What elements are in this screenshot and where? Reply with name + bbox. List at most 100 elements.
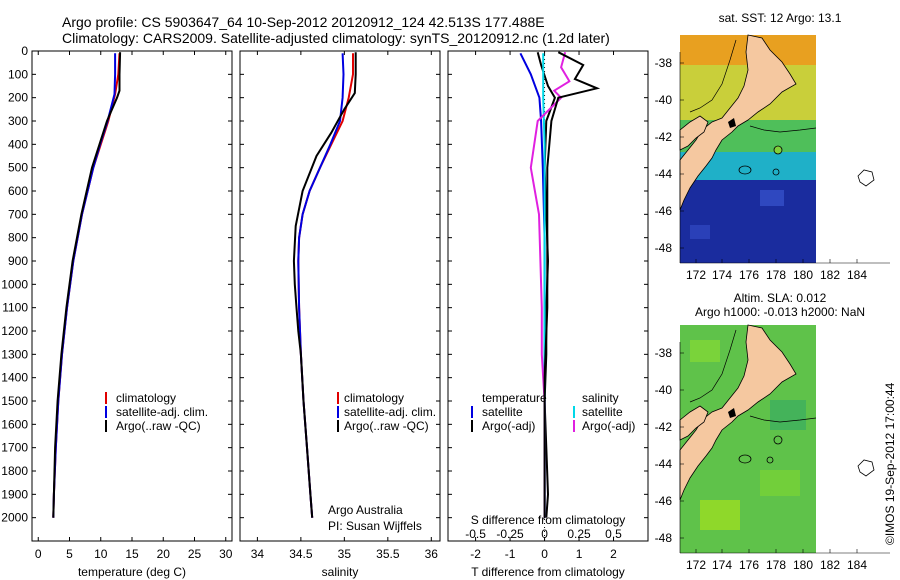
y-tick-label: 1500	[1, 394, 28, 408]
sla-patch	[770, 400, 806, 430]
sst-patch	[760, 190, 784, 206]
depth-contour	[749, 125, 817, 133]
series-line	[529, 51, 571, 518]
salinity-annotation-line2: PI: Susan Wijffels	[328, 519, 422, 533]
legend-label-climatology: climatology	[116, 391, 176, 405]
temperature-panel	[31, 50, 233, 542]
sla-patch	[690, 340, 720, 362]
sst-cold-band	[680, 180, 816, 263]
sla-map-title-line2: Argo h1000: -0.013 h2000: NaN	[695, 305, 865, 319]
legend-title-temperature: temperature	[482, 391, 547, 405]
lat-tick-label: -42	[655, 420, 673, 434]
x-tick-label: -2	[470, 547, 481, 561]
x-tick-label: 15	[125, 547, 139, 561]
lat-tick-label: -44	[655, 167, 673, 181]
y-tick-label: 800	[8, 231, 28, 245]
salinity-annotation-line1: Argo Australia	[328, 503, 403, 517]
legend-label-satellite: satellite-adj. clim.	[116, 405, 208, 419]
y-tick-label: 600	[8, 184, 28, 198]
series-line	[52, 52, 122, 518]
sla-patch	[760, 470, 800, 496]
legend-label-s-satellite: satellite	[582, 405, 623, 419]
salinity-axes: 34 34.5 35 35.5 36	[240, 50, 440, 561]
lat-tick-label: -46	[655, 204, 673, 218]
legend-title-salinity: salinity	[582, 391, 619, 405]
x-tick-label: 20	[157, 547, 171, 561]
nz-landmass-south	[679, 115, 709, 151]
lon-tick-label: 184	[847, 268, 867, 282]
s-tick-label: -0.25	[496, 527, 524, 541]
lon-tick-label: 172	[686, 268, 706, 282]
x-tick-label: 0	[541, 547, 548, 561]
nz-landmass-south	[679, 405, 709, 441]
lat-tick-label: -40	[655, 383, 673, 397]
y-tick-label: 900	[8, 254, 28, 268]
temperature-lines	[52, 52, 122, 518]
chatham-islands	[857, 459, 875, 477]
sst-map: sat. SST: 12 Argo: 13.1 172 174 176 178 180 1…	[655, 11, 890, 282]
depth-contour	[689, 329, 737, 403]
x-tick-label: 35.5	[376, 547, 400, 561]
legend-label-satellite: satellite-adj. clim.	[344, 405, 436, 419]
s-tick-label: 0.25	[567, 527, 591, 541]
y-tick-label: 1600	[1, 417, 28, 431]
figure-title-line2: Climatology: CARS2009. Satellite-adjuste…	[62, 30, 610, 46]
bathymetry-feature	[738, 165, 752, 175]
x-tick-label: 36	[425, 547, 439, 561]
y-tick-label: 200	[8, 91, 28, 105]
chatham-marker	[728, 408, 736, 418]
series-line	[292, 52, 357, 518]
x-tick-label: -1	[505, 547, 516, 561]
x-tick-label: 35	[338, 547, 352, 561]
x-tick-label: 0	[35, 547, 42, 561]
sst-map-ticks: 172 174 176 178 180 182 184 -38 -40 -42 -44 -46 -48	[655, 56, 868, 282]
y-tick-label: 300	[8, 114, 28, 128]
lon-tick-label: 182	[820, 558, 840, 572]
y-tick-label: 1700	[1, 441, 28, 455]
difference-panel	[447, 50, 649, 542]
y-tick-label: 1200	[1, 324, 28, 338]
lon-tick-label: 180	[793, 268, 813, 282]
x-tick-label: 10	[94, 547, 108, 561]
x-tick-label: 34.5	[289, 547, 313, 561]
x-tick-label: 30	[219, 547, 233, 561]
lat-tick-label: -40	[655, 93, 673, 107]
y-tick-label: 100	[8, 67, 28, 81]
sla-patch	[700, 500, 740, 530]
y-tick-label: 2000	[1, 511, 28, 525]
temperature-xlabel: temperature (deg C)	[78, 565, 186, 579]
legend-label-argo: Argo(..raw -QC)	[344, 419, 429, 433]
lon-tick-label: 178	[766, 558, 786, 572]
x-tick-label: 34	[251, 547, 265, 561]
y-tick-label: 700	[8, 207, 28, 221]
lon-tick-label: 176	[739, 558, 759, 572]
x-tick-label: 5	[66, 547, 73, 561]
temperature-legend: climatology satellite-adj. clim. Argo(..…	[105, 391, 208, 433]
lat-tick-label: -48	[655, 241, 673, 255]
legend-label-s-argo: Argo(-adj)	[582, 419, 635, 433]
lon-tick-label: 174	[712, 268, 732, 282]
y-tick-label: 1000	[1, 277, 28, 291]
lon-tick-label: 178	[766, 268, 786, 282]
y-tick-label: 500	[8, 161, 28, 175]
nz-landmass	[679, 324, 797, 501]
lat-tick-label: -48	[655, 531, 673, 545]
difference-legend: temperature satellite Argo(-adj) salinit…	[471, 391, 635, 433]
y-tick-label: 1400	[1, 371, 28, 385]
lat-tick-label: -42	[655, 130, 673, 144]
s-tick-label: -0.5	[465, 527, 486, 541]
nz-landmass	[679, 34, 797, 211]
lon-tick-label: 180	[793, 558, 813, 572]
lon-tick-label: 172	[686, 558, 706, 572]
sst-map-title: sat. SST: 12 Argo: 13.1	[719, 11, 842, 25]
salinity-lines	[292, 52, 357, 518]
y-tick-label: 400	[8, 137, 28, 151]
series-line	[543, 51, 601, 518]
sla-map: Altim. SLA: 0.012 Argo h1000: -0.013 h20…	[655, 291, 890, 572]
difference-lines	[519, 51, 601, 518]
legend-label-climatology: climatology	[344, 391, 404, 405]
sst-patch	[690, 225, 710, 239]
lat-tick-label: -38	[655, 56, 673, 70]
